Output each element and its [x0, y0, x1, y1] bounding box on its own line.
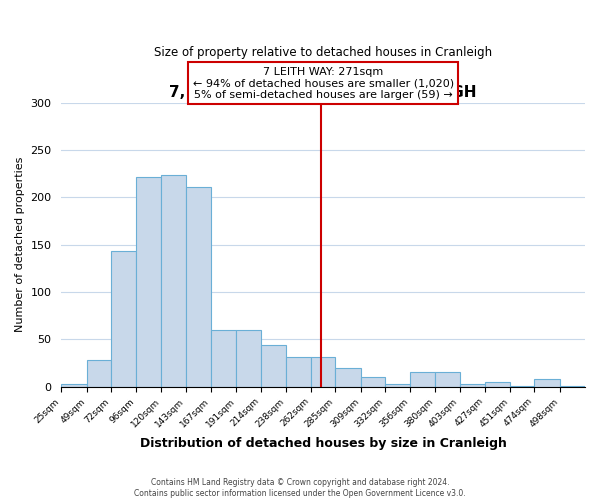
Bar: [460, 384, 485, 387]
Bar: [236, 330, 260, 387]
Bar: [361, 378, 385, 387]
Bar: [535, 380, 560, 387]
Bar: [385, 384, 410, 387]
Text: Contains HM Land Registry data © Crown copyright and database right 2024.
Contai: Contains HM Land Registry data © Crown c…: [134, 478, 466, 498]
Bar: [161, 174, 186, 387]
Bar: [260, 345, 286, 387]
Text: Size of property relative to detached houses in Cranleigh: Size of property relative to detached ho…: [154, 46, 492, 59]
Bar: [136, 176, 161, 387]
Bar: [311, 358, 335, 387]
Title: 7, LEITH WAY, CRANLEIGH, GU6 8GH: 7, LEITH WAY, CRANLEIGH, GU6 8GH: [169, 85, 477, 100]
Bar: [335, 368, 361, 387]
Bar: [61, 384, 86, 387]
Bar: [485, 382, 510, 387]
Y-axis label: Number of detached properties: Number of detached properties: [15, 157, 25, 332]
Bar: [560, 386, 585, 387]
Bar: [86, 360, 111, 387]
Bar: [286, 358, 311, 387]
Text: 7 LEITH WAY: 271sqm
← 94% of detached houses are smaller (1,020)
5% of semi-deta: 7 LEITH WAY: 271sqm ← 94% of detached ho…: [193, 66, 454, 100]
Bar: [436, 372, 460, 387]
Bar: [211, 330, 236, 387]
Bar: [111, 252, 136, 387]
Bar: [186, 187, 211, 387]
X-axis label: Distribution of detached houses by size in Cranleigh: Distribution of detached houses by size …: [140, 437, 506, 450]
Bar: [410, 372, 436, 387]
Bar: [510, 386, 535, 387]
